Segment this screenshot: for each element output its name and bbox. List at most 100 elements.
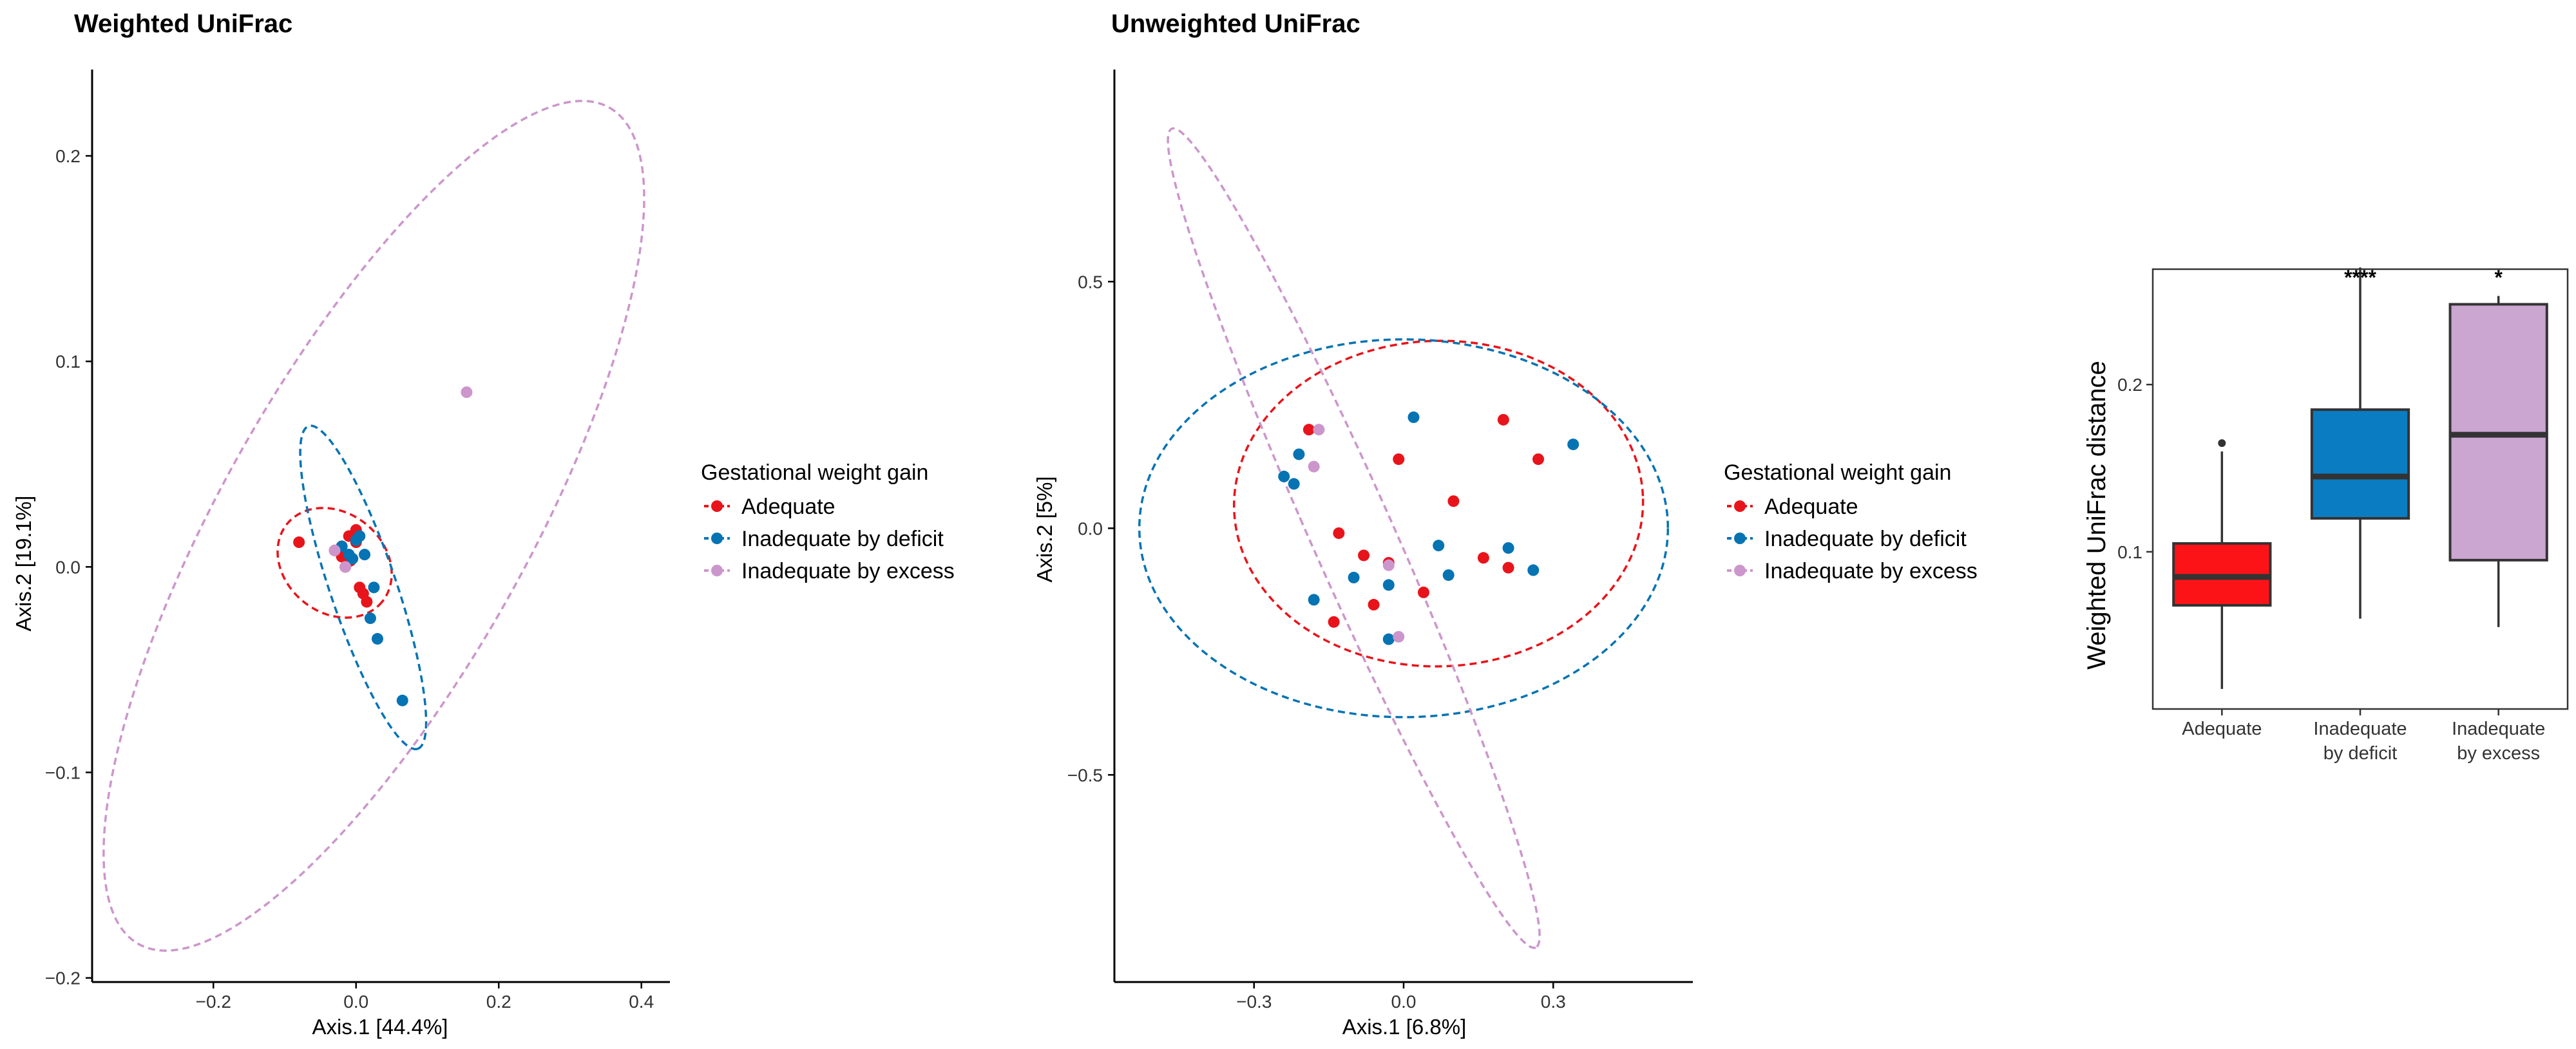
weighted-legend-item-adequate: Adequate	[704, 495, 835, 519]
y-tick-label: 0.2	[55, 146, 81, 166]
boxplot-y-axis-label: Weighted UniFrac distance	[2083, 361, 2111, 670]
legend-key-dot	[711, 500, 723, 512]
weighted-unifrac-title: Weighted UniFrac	[74, 10, 292, 38]
data-point	[1417, 586, 1429, 598]
data-point	[1442, 569, 1455, 581]
confidence-ellipse	[299, 424, 428, 751]
weighted-plot-area: −0.2 0.0 0.2 0.4 −0.2 −0.1 0.0 0.1 0.2	[45, 70, 670, 1012]
data-point	[396, 694, 408, 706]
confidence-ellipse	[1232, 339, 1645, 668]
unweighted-y-axis-label: Axis.2 [5%]	[1033, 476, 1056, 582]
data-point	[1567, 439, 1579, 451]
data-point	[1433, 540, 1445, 552]
unweighted-plot-area: −0.3 0.0 0.3 −0.5 0.0 0.5	[1067, 70, 1693, 1012]
data-point	[1382, 579, 1395, 591]
unweighted-legend-item-deficit: Inadequate by deficit	[1727, 527, 1967, 551]
x-tick-label: 0.0	[1391, 992, 1417, 1012]
x-tick-label: by excess	[2457, 743, 2540, 764]
data-point	[1348, 571, 1360, 583]
data-point	[1527, 564, 1540, 576]
x-tick-label: Inadequate	[2313, 719, 2407, 739]
legend-label: Inadequate by deficit	[741, 527, 944, 551]
data-point	[361, 596, 373, 608]
data-point	[1532, 453, 1545, 466]
box	[2310, 408, 2410, 520]
weighted-legend-title: Gestational weight gain	[701, 460, 928, 485]
data-point	[1368, 599, 1380, 611]
significance-marker: *	[2494, 266, 2503, 289]
data-point	[1477, 552, 1489, 564]
data-point	[1358, 549, 1370, 562]
data-point	[1313, 424, 1325, 436]
boxplot-plot-area: 0.1 0.2 Adequate **** Inadequate by deficit * I…	[2117, 266, 2569, 764]
x-tick-label: 0.0	[343, 992, 368, 1012]
data-point	[1328, 616, 1340, 628]
legend-key-dot	[711, 565, 723, 576]
confidence-ellipse	[1138, 338, 1670, 719]
y-tick-label: 0.1	[2117, 542, 2142, 562]
y-tick-label: −0.5	[1067, 765, 1103, 785]
data-point	[1393, 453, 1405, 466]
legend-label: Adequate	[741, 495, 835, 519]
y-tick-label: 0.0	[55, 557, 81, 577]
data-point	[364, 612, 376, 625]
x-tick-label: Adequate	[2182, 719, 2262, 739]
data-point	[347, 553, 359, 565]
data-point	[1308, 460, 1320, 473]
x-tick-label: 0.2	[486, 992, 511, 1012]
y-tick-label: −0.1	[45, 762, 81, 782]
unweighted-legend: Gestational weight gain Adequate Inadequ…	[1724, 460, 1978, 583]
legend-key-dot	[711, 533, 723, 544]
y-tick-label: 0.1	[55, 352, 81, 372]
data-point	[461, 386, 473, 399]
weighted-y-axis-label: Axis.2 [19.1%]	[12, 496, 35, 632]
legend-label: Adequate	[1764, 495, 1858, 519]
unweighted-legend-item-adequate: Adequate	[1727, 495, 1858, 519]
data-point	[1333, 527, 1345, 539]
legend-key-dot	[1734, 500, 1746, 512]
data-point	[1382, 559, 1395, 571]
weighted-legend-item-excess: Inadequate by excess	[704, 559, 955, 583]
legend-label: Inadequate by deficit	[1764, 527, 1967, 551]
y-tick-label: 0.2	[2117, 375, 2142, 395]
data-point	[293, 536, 305, 549]
confidence-ellipse	[1167, 127, 1541, 949]
x-tick-label: Inadequate	[2452, 719, 2545, 739]
outlier-point	[2218, 439, 2226, 448]
data-point	[1382, 633, 1395, 645]
unweighted-legend-title: Gestational weight gain	[1724, 460, 1951, 485]
unweighted-x-axis-label: Axis.1 [6.8%]	[1342, 1015, 1467, 1039]
data-point	[359, 549, 371, 561]
legend-label: Inadequate by excess	[1764, 559, 1978, 583]
x-tick-label: 0.3	[1541, 992, 1566, 1012]
unweighted-legend-item-excess: Inadequate by excess	[1727, 559, 1978, 583]
data-point	[368, 581, 380, 594]
data-point	[1293, 448, 1305, 460]
unweighted-unifrac-panel: Unweighted UniFrac Axis.1 [6.8%] Axis.2 …	[1033, 10, 1978, 1039]
x-tick-label: 0.4	[629, 992, 654, 1012]
weighted-x-axis-label: Axis.1 [44.4%]	[312, 1015, 448, 1039]
legend-key-dot	[1734, 533, 1746, 544]
x-tick-label: by deficit	[2323, 743, 2397, 764]
confidence-ellipse	[276, 507, 393, 619]
weighted-unifrac-panel: Weighted UniFrac Axis.1 [44.4%] Axis.2 […	[12, 10, 955, 1039]
legend-key-dot	[1734, 565, 1746, 576]
unweighted-unifrac-title: Unweighted UniFrac	[1111, 10, 1360, 38]
data-point	[1308, 594, 1320, 606]
data-point	[329, 544, 341, 556]
data-point	[1502, 562, 1514, 574]
data-point	[1497, 413, 1509, 426]
y-tick-label: −0.2	[45, 969, 81, 988]
data-point	[1393, 630, 1405, 643]
data-point	[350, 534, 362, 546]
confidence-ellipse	[102, 100, 645, 952]
significance-marker: ****	[2344, 266, 2376, 289]
x-tick-label: −0.2	[196, 992, 231, 1012]
legend-label: Inadequate by excess	[741, 559, 955, 583]
data-point	[1278, 470, 1290, 482]
x-tick-label: −0.3	[1236, 992, 1272, 1012]
data-point	[1447, 495, 1460, 507]
data-point	[1502, 542, 1514, 554]
y-tick-label: 0.5	[1078, 272, 1103, 292]
